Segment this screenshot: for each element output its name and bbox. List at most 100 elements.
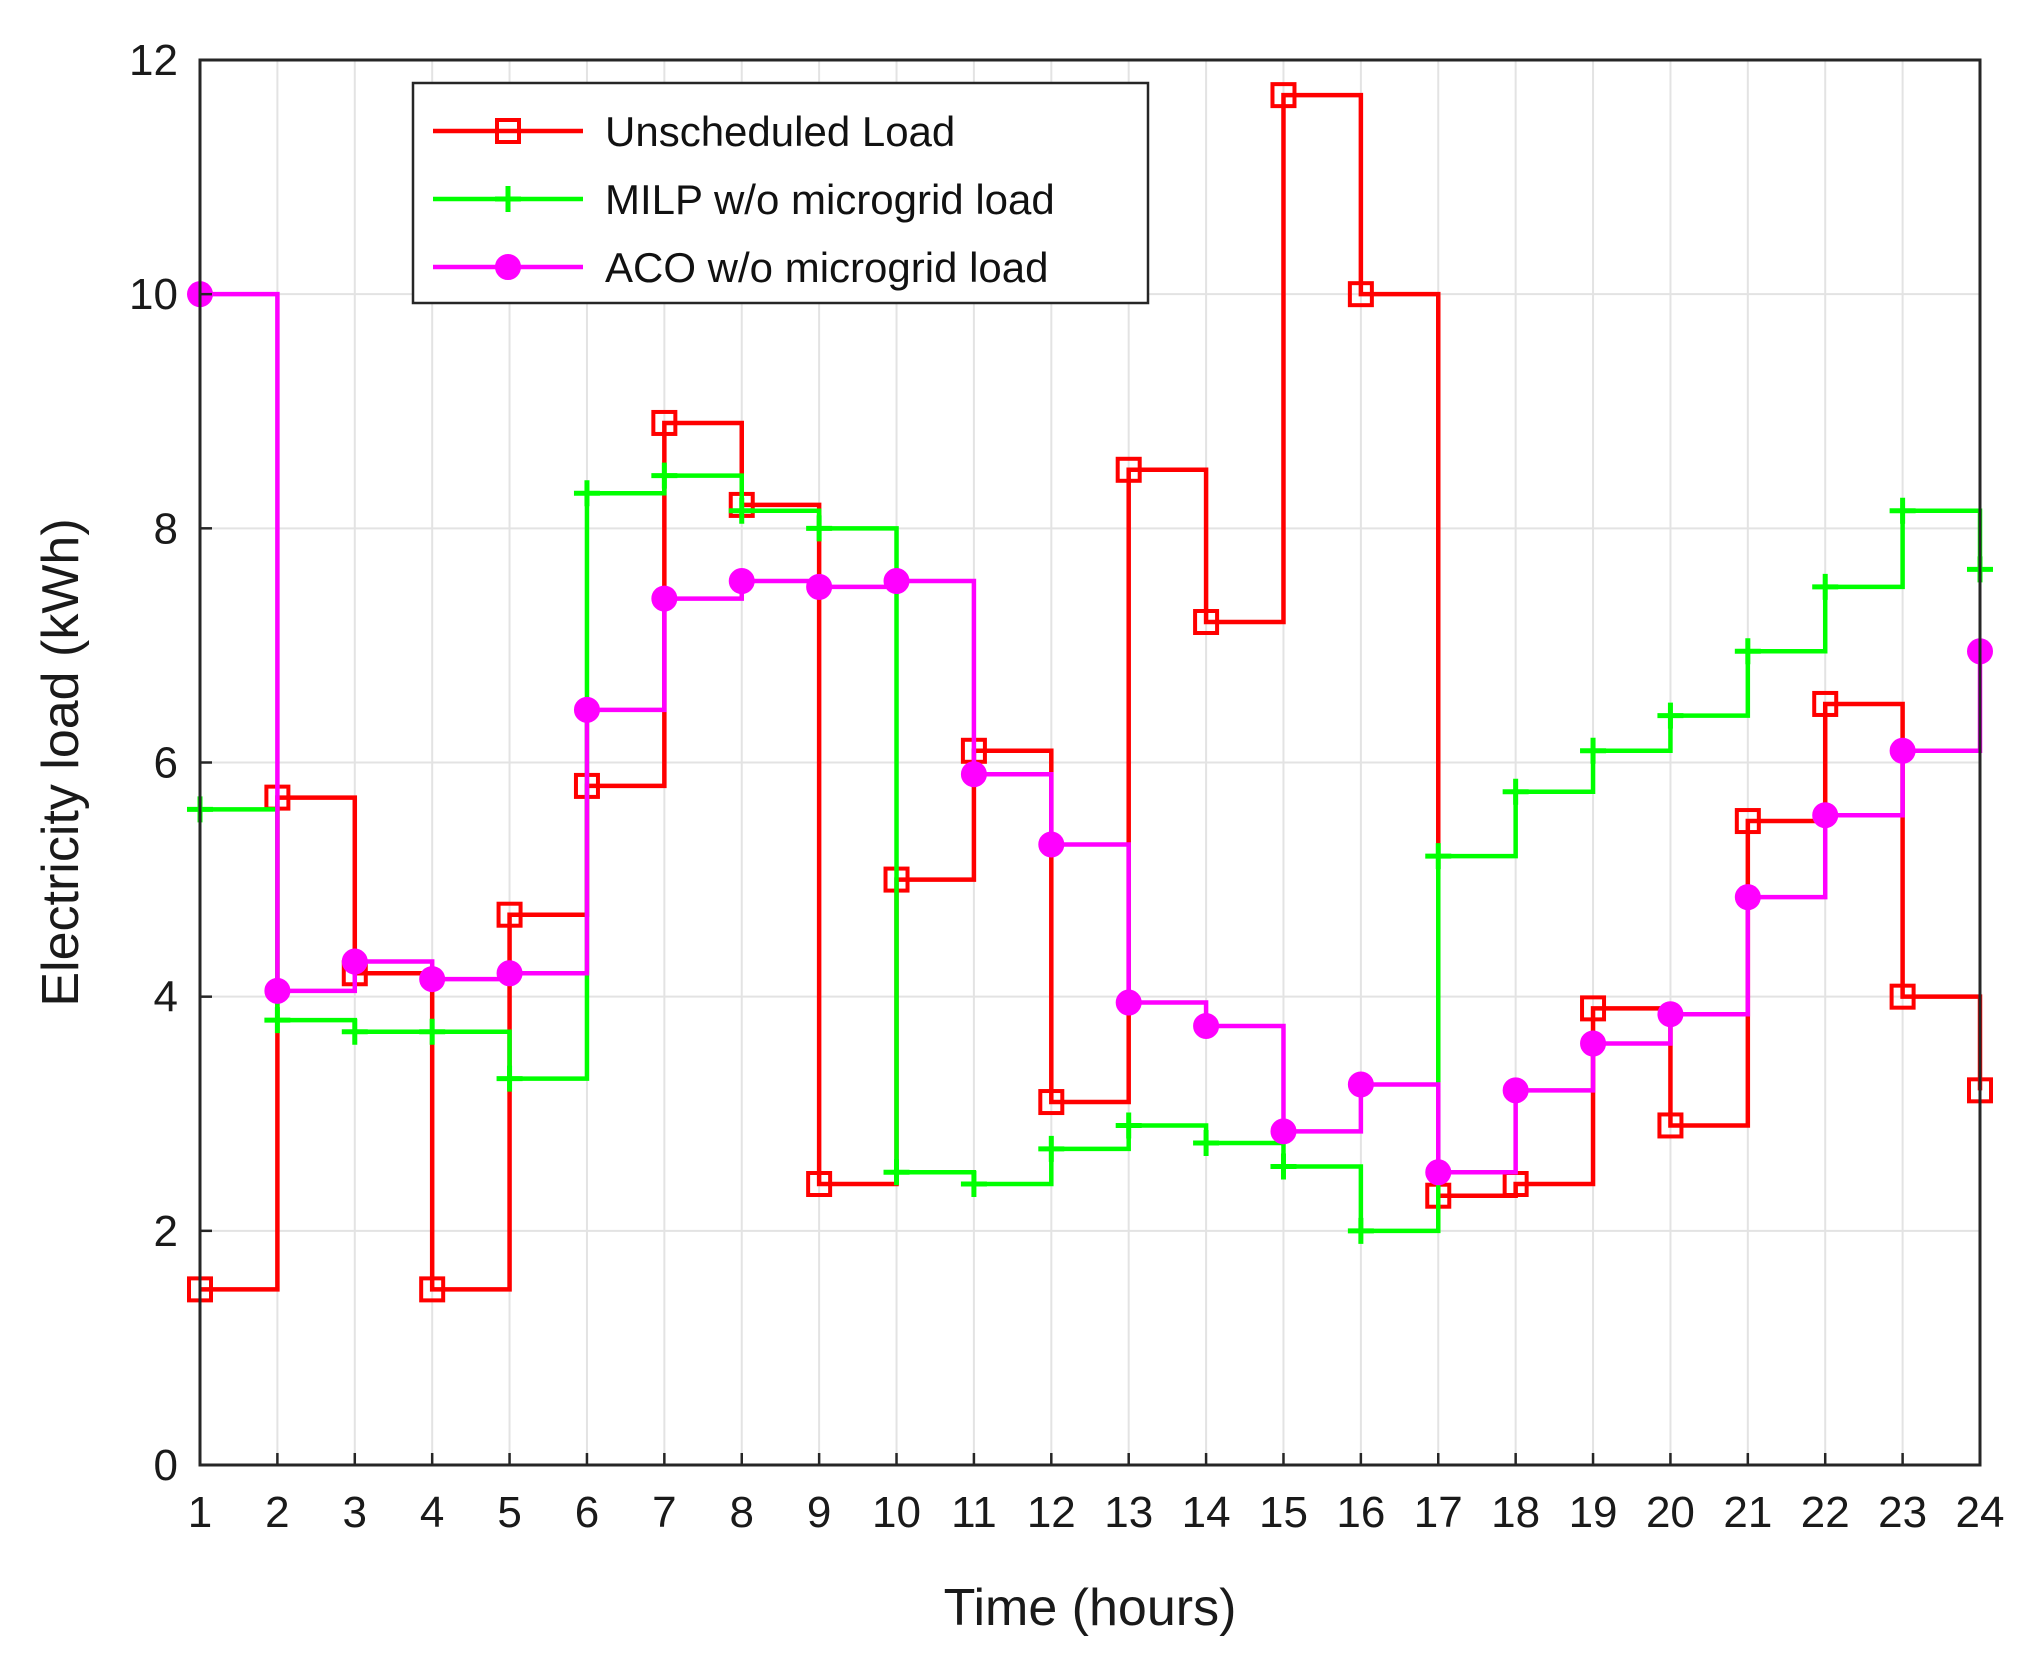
series-3-point-5 <box>496 960 523 987</box>
series-3-point-12 <box>1038 831 1065 858</box>
x-tick-label-7: 7 <box>652 1488 676 1537</box>
series-2-point-15 <box>1270 1153 1297 1180</box>
series-2-point-6 <box>573 480 600 507</box>
legend-item-1: Unscheduled Load <box>433 108 955 155</box>
series-3-point-7 <box>651 585 678 612</box>
series-1-point-14 <box>1193 609 1220 635</box>
series-3-point-14 <box>1193 1012 1220 1039</box>
y-tick-label-4: 4 <box>154 973 178 1022</box>
series-3-point-4 <box>419 966 446 993</box>
x-tick-label-18: 18 <box>1491 1488 1540 1537</box>
series-3-point-22 <box>1812 802 1839 829</box>
y-tick-label-2: 2 <box>154 1207 178 1256</box>
series-3-point-18 <box>1502 1077 1529 1104</box>
x-tick-label-9: 9 <box>807 1488 831 1537</box>
series-2-point-4 <box>419 1018 446 1045</box>
x-tick-label-3: 3 <box>343 1488 367 1537</box>
x-tick-label-20: 20 <box>1646 1488 1695 1537</box>
series-1-point-19 <box>1580 995 1607 1022</box>
series-3-point-11 <box>960 761 987 788</box>
series-3-point-23 <box>1889 737 1916 764</box>
series-2-point-23 <box>1889 497 1916 524</box>
y-axis-title: Electricity load (kWh) <box>32 518 90 1006</box>
x-tick-label-24: 24 <box>1956 1488 2005 1537</box>
series-1-point-7 <box>651 409 678 436</box>
y-tick-label-6: 6 <box>154 739 178 788</box>
legend-label-2: MILP w/o microgrid load <box>605 176 1055 223</box>
series-3-point-13 <box>1115 989 1142 1016</box>
series-3-point-19 <box>1580 1030 1607 1057</box>
x-tick-label-1: 1 <box>188 1488 212 1537</box>
series-2-point-20 <box>1657 702 1684 729</box>
legend: Unscheduled Load MILP w/o microgrid load A… <box>411 81 1150 305</box>
x-tick-label-6: 6 <box>575 1488 599 1537</box>
series-2 <box>187 462 1993 1244</box>
series-2-point-8 <box>728 497 755 524</box>
series-3-point-10 <box>883 568 910 595</box>
series-1-point-23 <box>1889 983 1916 1010</box>
legend-marker-1 <box>495 118 521 144</box>
series-3-point-9 <box>806 573 833 600</box>
x-tick-label-13: 13 <box>1104 1488 1153 1537</box>
x-tick-label-10: 10 <box>872 1488 921 1537</box>
legend-marker-2 <box>495 186 521 212</box>
legend-marker-3 <box>495 254 521 280</box>
x-tick-label-17: 17 <box>1414 1488 1463 1537</box>
x-tick-label-22: 22 <box>1801 1488 1850 1537</box>
series-2-point-17 <box>1425 843 1452 870</box>
series-2-point-14 <box>1193 1130 1220 1157</box>
x-tick-label-16: 16 <box>1336 1488 1385 1537</box>
y-tick-label-8: 8 <box>154 504 178 553</box>
series-2-point-16 <box>1347 1217 1374 1244</box>
x-tick-label-4: 4 <box>420 1488 444 1537</box>
y-tick-label-10: 10 <box>129 270 178 319</box>
series-2-point-7 <box>651 462 678 489</box>
series-1-point-22 <box>1812 690 1839 717</box>
series-3-point-2 <box>264 977 291 1004</box>
x-tick-label-11: 11 <box>951 1488 997 1537</box>
series-3-point-15 <box>1270 1118 1297 1145</box>
series-2-point-3 <box>341 1018 368 1045</box>
series-1-point-13 <box>1115 456 1142 483</box>
x-tick-label-19: 19 <box>1569 1488 1618 1537</box>
x-axis-title: Time (hours) <box>944 1579 1237 1637</box>
series-3-point-16 <box>1347 1071 1374 1098</box>
x-tick-label-15: 15 <box>1259 1488 1308 1537</box>
series-3-point-20 <box>1657 1001 1684 1028</box>
series-3-point-3 <box>341 948 368 975</box>
series-1-point-21 <box>1734 808 1761 835</box>
series-2-point-21 <box>1734 638 1761 665</box>
legend-item-3: ACO w/o microgrid load <box>433 244 1048 291</box>
series-3-point-17 <box>1425 1159 1452 1186</box>
series-2-point-18 <box>1502 778 1529 805</box>
y-tick-label-12: 12 <box>129 36 178 85</box>
x-tick-label-5: 5 <box>497 1488 521 1537</box>
series-1-point-9 <box>806 1171 833 1197</box>
y-tick-labels: 0 2 4 6 8 10 12 <box>129 36 178 1490</box>
series-2-point-13 <box>1115 1112 1142 1139</box>
legend-label-3: ACO w/o microgrid load <box>605 244 1048 291</box>
legend-item-2: MILP w/o microgrid load <box>433 176 1055 223</box>
series-2-point-22 <box>1812 573 1839 600</box>
series-1-point-20 <box>1657 1112 1684 1139</box>
series-3-point-8 <box>728 568 755 595</box>
x-tick-label-2: 2 <box>265 1488 289 1537</box>
series-1-point-12 <box>1038 1089 1065 1116</box>
x-tick-label-14: 14 <box>1182 1488 1231 1537</box>
y-tick-label-0: 0 <box>154 1441 178 1490</box>
x-tick-label-8: 8 <box>729 1488 753 1537</box>
series-2-point-19 <box>1580 737 1607 764</box>
x-tick-label-23: 23 <box>1878 1488 1927 1537</box>
series-1-point-16 <box>1347 281 1374 308</box>
x-tick-labels: 1 2 3 4 5 6 7 8 9 10 11 12 13 14 15 16 17 18 19 20 21 22 23 24 <box>188 1488 2005 1537</box>
x-tick-label-12: 12 <box>1027 1488 1076 1537</box>
legend-label-1: Unscheduled Load <box>605 108 955 155</box>
series-1-point-4 <box>419 1276 446 1303</box>
series-3-point-6 <box>573 696 600 723</box>
series-2-point-11 <box>960 1171 987 1197</box>
x-tick-label-21: 21 <box>1723 1488 1772 1537</box>
series-2-point-5 <box>496 1065 523 1092</box>
series-1-point-15 <box>1270 82 1297 109</box>
series-2-point-9 <box>806 515 833 542</box>
